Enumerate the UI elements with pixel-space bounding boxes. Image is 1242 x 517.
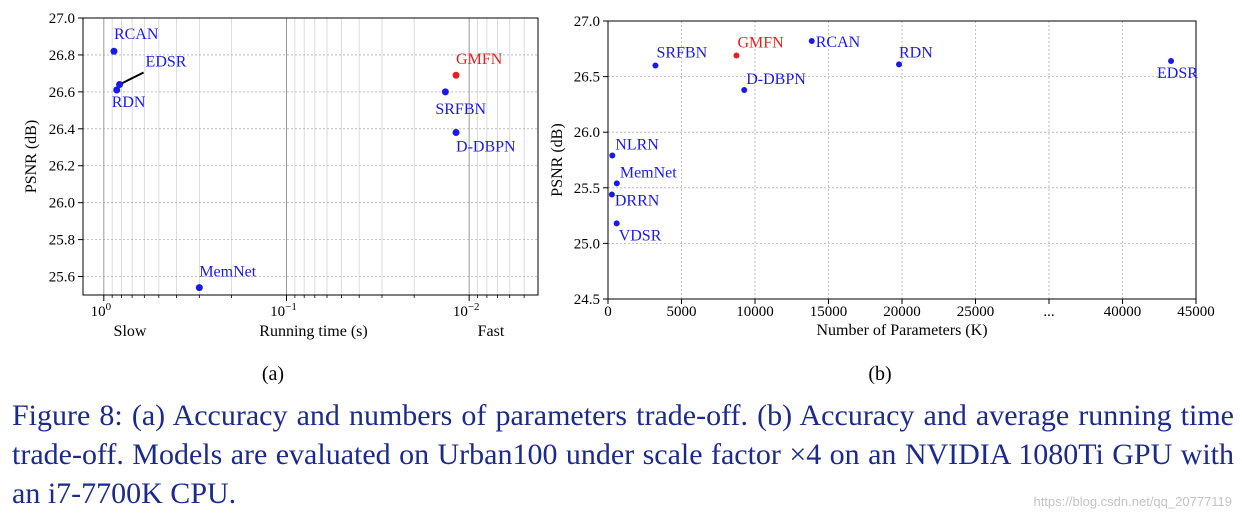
y-tick-label: 27.0	[49, 11, 75, 27]
point-label: EDSR	[146, 53, 187, 70]
x-label-slow: Slow	[114, 323, 147, 340]
x-tick-label: 25000	[957, 304, 995, 320]
point-edsr	[1168, 58, 1175, 65]
point-label: RCAN	[114, 26, 159, 43]
point-gmfn	[452, 71, 460, 79]
point-label: RCAN	[816, 34, 861, 51]
x-tick-label: 45000	[1177, 304, 1215, 320]
watermark: https://blog.csdn.net/qq_20777119	[1033, 494, 1232, 509]
figure-caption: Figure 8: (a) Accuracy and numbers of pa…	[12, 399, 1234, 510]
x-axis-title: Number of Parameters (K)	[816, 322, 987, 339]
y-tick-label: 24.5	[574, 292, 600, 308]
point-rcan	[110, 47, 118, 55]
x-axis-title: Running time (s)	[259, 323, 367, 340]
x-tick-label: 5000	[667, 304, 697, 320]
y-tick-label: 26.0	[574, 125, 600, 141]
plot-frame	[607, 20, 1197, 300]
y-tick-label: 26.5	[574, 70, 600, 86]
point-rdn	[896, 61, 903, 68]
point-vdsr	[613, 220, 620, 227]
point-edsr	[116, 80, 124, 88]
y-tick-label: 25.8	[49, 233, 75, 249]
y-tick-label: 26.8	[49, 48, 75, 64]
panel-label-b: (b)	[868, 363, 891, 385]
point-label: EDSR	[1157, 65, 1198, 82]
x-tick-label: 0	[604, 304, 612, 320]
x-tick-label: 10000	[736, 304, 774, 320]
x-tick-exponent: −2	[468, 301, 480, 313]
y-tick-label: 25.0	[574, 236, 600, 252]
point-label: MemNet	[199, 264, 256, 281]
y-tick-label: 26.0	[49, 196, 75, 212]
x-tick-exponent: −1	[285, 301, 297, 313]
point-drrn	[608, 191, 615, 198]
point-nlrn	[609, 152, 616, 159]
point-label: VDSR	[619, 227, 662, 244]
x-tick-label: ...	[1043, 304, 1054, 320]
point-label: GMFN	[456, 51, 503, 68]
point-label: NLRN	[615, 137, 659, 154]
x-tick-label: 40000	[1104, 304, 1142, 320]
y-tick-label: 25.5	[574, 181, 600, 197]
point-label: RDN	[112, 94, 146, 111]
point-label: RDN	[899, 44, 933, 61]
point-d-dbpn	[452, 128, 460, 136]
plot-frame	[82, 17, 539, 296]
chart-a: 100 10−1 10−2 25.6 25.8 26.0 26.2 26.4 26.6 26.8 2…	[23, 11, 539, 385]
point-label: SRFBN	[435, 101, 486, 118]
point-label: MemNet	[620, 164, 677, 181]
point-srfbn	[652, 62, 659, 69]
y-axis-title: PSNR (dB)	[23, 120, 40, 193]
point-label: GMFN	[737, 34, 784, 51]
x-tick-label: 15000	[810, 304, 848, 320]
y-tick-label: 26.4	[49, 122, 76, 138]
x-tick-label: 100	[91, 301, 112, 320]
x-tick-label: 10−2	[453, 301, 480, 320]
y-tick-label: 25.6	[49, 270, 76, 286]
point-gmfn	[733, 52, 740, 59]
point-memnet	[195, 284, 203, 292]
y-tick-label: 27.0	[574, 14, 600, 30]
point-label: SRFBN	[656, 44, 707, 61]
chart-b: 0 5000 10000 15000 20000 25000... 40000 45000 24…	[549, 14, 1215, 385]
x-tick-label: 10−1	[270, 301, 297, 320]
point-rdn	[113, 86, 121, 94]
panel-label-a: (a)	[262, 363, 284, 385]
leader-line	[121, 71, 145, 85]
point-label: DRRN	[615, 192, 660, 209]
y-tick-label: 26.2	[49, 159, 75, 175]
x-label-fast: Fast	[478, 323, 505, 340]
x-tick-exponent: 0	[106, 301, 112, 313]
point-rcan	[808, 38, 815, 45]
x-tick-label: 20000	[883, 304, 921, 320]
point-memnet	[613, 180, 620, 187]
point-srfbn	[441, 88, 449, 96]
point-d-dbpn	[741, 86, 748, 93]
y-tick-label: 26.6	[49, 85, 76, 101]
y-axis-title: PSNR (dB)	[549, 123, 566, 196]
point-label: D-DBPN	[746, 71, 806, 88]
point-label: D-DBPN	[456, 138, 516, 155]
